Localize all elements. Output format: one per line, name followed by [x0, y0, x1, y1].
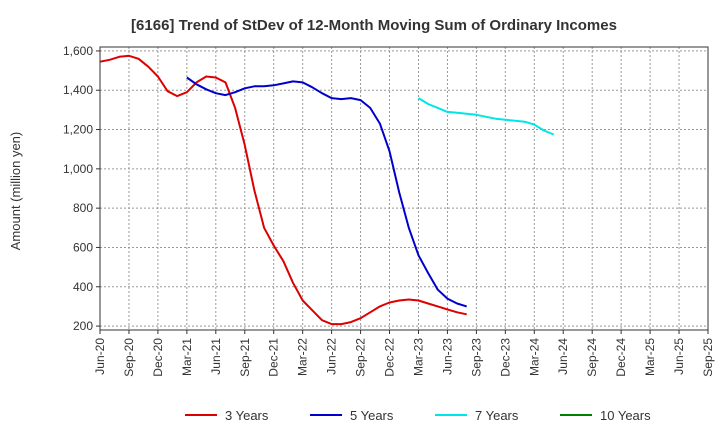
- series-line-5-years: [186, 76, 467, 308]
- x-tick-label: Mar-21: [180, 338, 194, 376]
- x-tick-label: Dec-24: [614, 338, 628, 377]
- y-tick-label: 1,600: [63, 44, 93, 58]
- y-tick-label: 800: [73, 201, 93, 215]
- x-tick-label: Mar-23: [411, 338, 425, 376]
- x-tick-label: Jun-22: [325, 338, 339, 375]
- x-tick-label: Dec-20: [151, 338, 165, 377]
- x-tick-label: Sep-22: [354, 338, 368, 377]
- series-line-7-years: [417, 97, 554, 136]
- x-tick-label: Mar-25: [643, 338, 657, 376]
- series-lines: [99, 54, 554, 326]
- x-tick-label: Jun-25: [672, 338, 686, 375]
- y-tick-label: 1,000: [63, 162, 93, 176]
- x-tick-label: Dec-22: [383, 338, 397, 377]
- legend-label: 10 Years: [600, 408, 651, 423]
- x-tick-label: Mar-22: [296, 338, 310, 376]
- chart-title: [6166] Trend of StDev of 12-Month Moving…: [131, 17, 617, 34]
- legend: 3 Years 5 Years 7 Years 10 Years: [185, 408, 651, 423]
- x-tick-label: Jun-23: [440, 338, 454, 375]
- axes: 200 400 600 800 1,000 1,200 1,400 1,600 Jun-20 Se…: [63, 44, 715, 377]
- x-tick-label: Dec-21: [267, 338, 281, 377]
- x-tick-label: Sep-21: [238, 338, 252, 377]
- y-tick-label: 200: [73, 319, 93, 333]
- y-tick-label: 600: [73, 240, 93, 254]
- y-tick-label: 400: [73, 280, 93, 294]
- x-tick-label: Jun-21: [209, 338, 223, 375]
- x-tick-label: Jun-20: [93, 338, 107, 375]
- plot-border: [99, 46, 709, 331]
- x-tick-label: Jun-24: [556, 338, 570, 375]
- y-tick-label: 1,400: [63, 83, 93, 97]
- plot-area: [100, 47, 708, 330]
- x-tick-label: Sep-23: [469, 338, 483, 377]
- legend-label: 5 Years: [350, 408, 394, 423]
- x-tick-label: Dec-23: [498, 338, 512, 377]
- x-tick-label: Sep-24: [585, 338, 599, 377]
- x-tick-label: Sep-20: [122, 338, 136, 377]
- y-tick-label: 1,200: [63, 123, 93, 137]
- x-tick-label: Sep-25: [701, 338, 715, 377]
- x-tick-label: Mar-24: [527, 338, 541, 376]
- legend-label: 3 Years: [225, 408, 269, 423]
- legend-label: 7 Years: [475, 408, 519, 423]
- series-line-3-years: [99, 54, 467, 326]
- y-axis-label: Amount (million yen): [8, 132, 23, 251]
